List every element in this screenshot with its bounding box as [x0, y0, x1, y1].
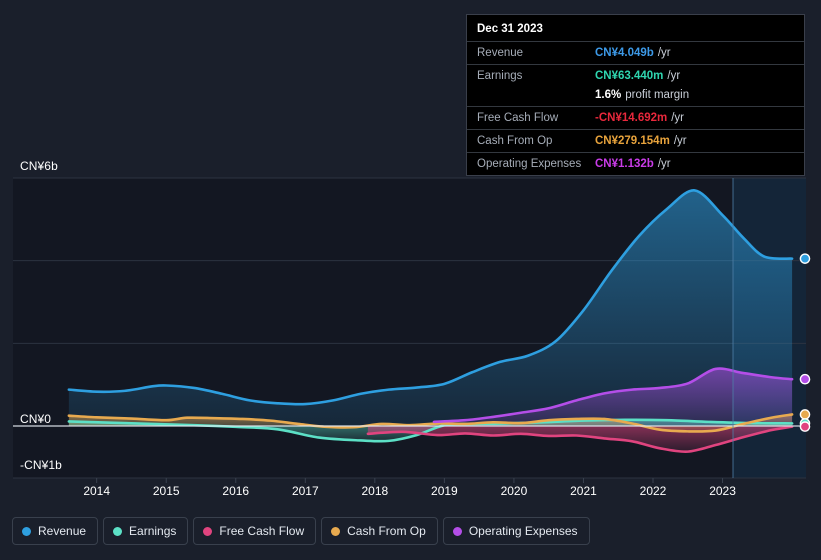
legend-color-dot-icon: [452, 526, 462, 536]
series-end-marker: [799, 373, 811, 385]
chart-svg: [13, 177, 811, 483]
legend-color-dot-icon: [113, 526, 123, 536]
legend-item-cash-from-op[interactable]: Cash From Op: [321, 517, 438, 545]
tooltip-row-unit: /yr: [657, 158, 671, 170]
legend-item-operating-expenses[interactable]: Operating Expenses: [442, 517, 590, 545]
tooltip-row-label: Operating Expenses: [477, 158, 582, 170]
legend-item-label: Earnings: [129, 524, 177, 538]
x-axis-tick-label: 2015: [152, 484, 180, 498]
chart-plot-area[interactable]: [0, 0, 821, 510]
tooltip-row: 1.6% profit margin: [467, 87, 804, 106]
x-axis-tick-label: 2018: [361, 484, 389, 498]
x-axis-tick-label: 2020: [500, 484, 528, 498]
series-area: [68, 190, 793, 426]
y-axis-label-top: CN¥6b: [20, 159, 58, 173]
x-axis-tick-label: 2023: [709, 484, 736, 498]
legend-item-earnings[interactable]: Earnings: [103, 517, 189, 545]
y-axis-label-bottom: -CN¥1b: [20, 458, 62, 472]
tooltip-rows: Revenue CN¥4.049b/yr Earnings CN¥63.440m/yr…: [467, 41, 804, 175]
series-line: [67, 418, 794, 443]
chart-legend[interactable]: Revenue Earnings Free Cash Flow Cash From O…: [12, 517, 590, 545]
series-line: [67, 413, 794, 433]
series-line: [432, 367, 794, 424]
tooltip-row-value: CN¥4.049b: [595, 47, 654, 59]
series-line: [366, 425, 794, 454]
x-axis-tick-label: 2017: [291, 484, 319, 498]
series-end-marker: [799, 409, 811, 420]
legend-item-label: Operating Expenses: [468, 524, 578, 538]
tooltip-row: Earnings CN¥63.440m/yr: [467, 64, 804, 87]
tooltip-row-label: Cash From Op: [477, 135, 553, 147]
tooltip-row-label: Earnings: [477, 70, 523, 82]
legend-color-dot-icon: [22, 526, 31, 536]
tooltip-date: Dec 31 2023: [477, 23, 543, 35]
series-end-marker: [799, 253, 811, 264]
tooltip-row-unit: /yr: [667, 70, 681, 82]
tooltip-row: Revenue CN¥4.049b/yr: [467, 41, 804, 64]
tooltip-row-value: 1.6%: [595, 89, 622, 101]
y-axis-label-zero: CN¥0: [20, 412, 52, 426]
tooltip-row: Cash From Op CN¥279.154m/yr: [467, 129, 804, 152]
tooltip-row-value: CN¥1.132b: [595, 158, 654, 170]
x-axis-tick-label: 2021: [570, 484, 597, 498]
legend-item-revenue[interactable]: Revenue: [12, 517, 99, 545]
legend-color-dot-icon: [203, 526, 213, 536]
legend-item-label: Free Cash Flow: [219, 524, 305, 538]
legend-item-label: Cash From Op: [347, 524, 426, 538]
tooltip-row-value: CN¥279.154m: [595, 135, 670, 147]
x-axis: 2014 2015 2016 2017 2018 2019 2020 2021 2022 2023: [0, 484, 821, 504]
tooltip-row-value: CN¥63.440m: [595, 70, 664, 82]
tooltip-row: Operating Expenses CN¥1.132b/yr: [467, 152, 804, 175]
tooltip-row: Free Cash Flow -CN¥14.692m/yr: [467, 106, 804, 129]
legend-color-dot-icon: [331, 526, 341, 536]
tooltip-row-unit: profit margin: [625, 89, 690, 101]
x-axis-tick-label: 2016: [222, 484, 250, 498]
x-axis-tick-label: 2019: [431, 484, 458, 498]
tooltip-row-label: Free Cash Flow: [477, 112, 559, 124]
x-axis-tick-label: 2014: [83, 484, 111, 498]
tooltip-row-unit: /yr: [671, 112, 685, 124]
x-axis-tick-label: 2022: [639, 484, 667, 498]
legend-item-free-cash-flow[interactable]: Free Cash Flow: [193, 517, 317, 545]
chart-tooltip: Dec 31 2023 Revenue CN¥4.049b/yr Earnings C…: [466, 14, 805, 176]
tooltip-row-label: Revenue: [477, 47, 524, 59]
legend-item-label: Revenue: [38, 524, 87, 538]
series-end-marker: [799, 421, 811, 432]
tooltip-row-unit: /yr: [657, 47, 671, 59]
series-area: [433, 368, 793, 426]
tooltip-row-value: -CN¥14.692m: [595, 112, 668, 124]
series-line: [67, 189, 794, 406]
tooltip-row-unit: /yr: [673, 135, 687, 147]
